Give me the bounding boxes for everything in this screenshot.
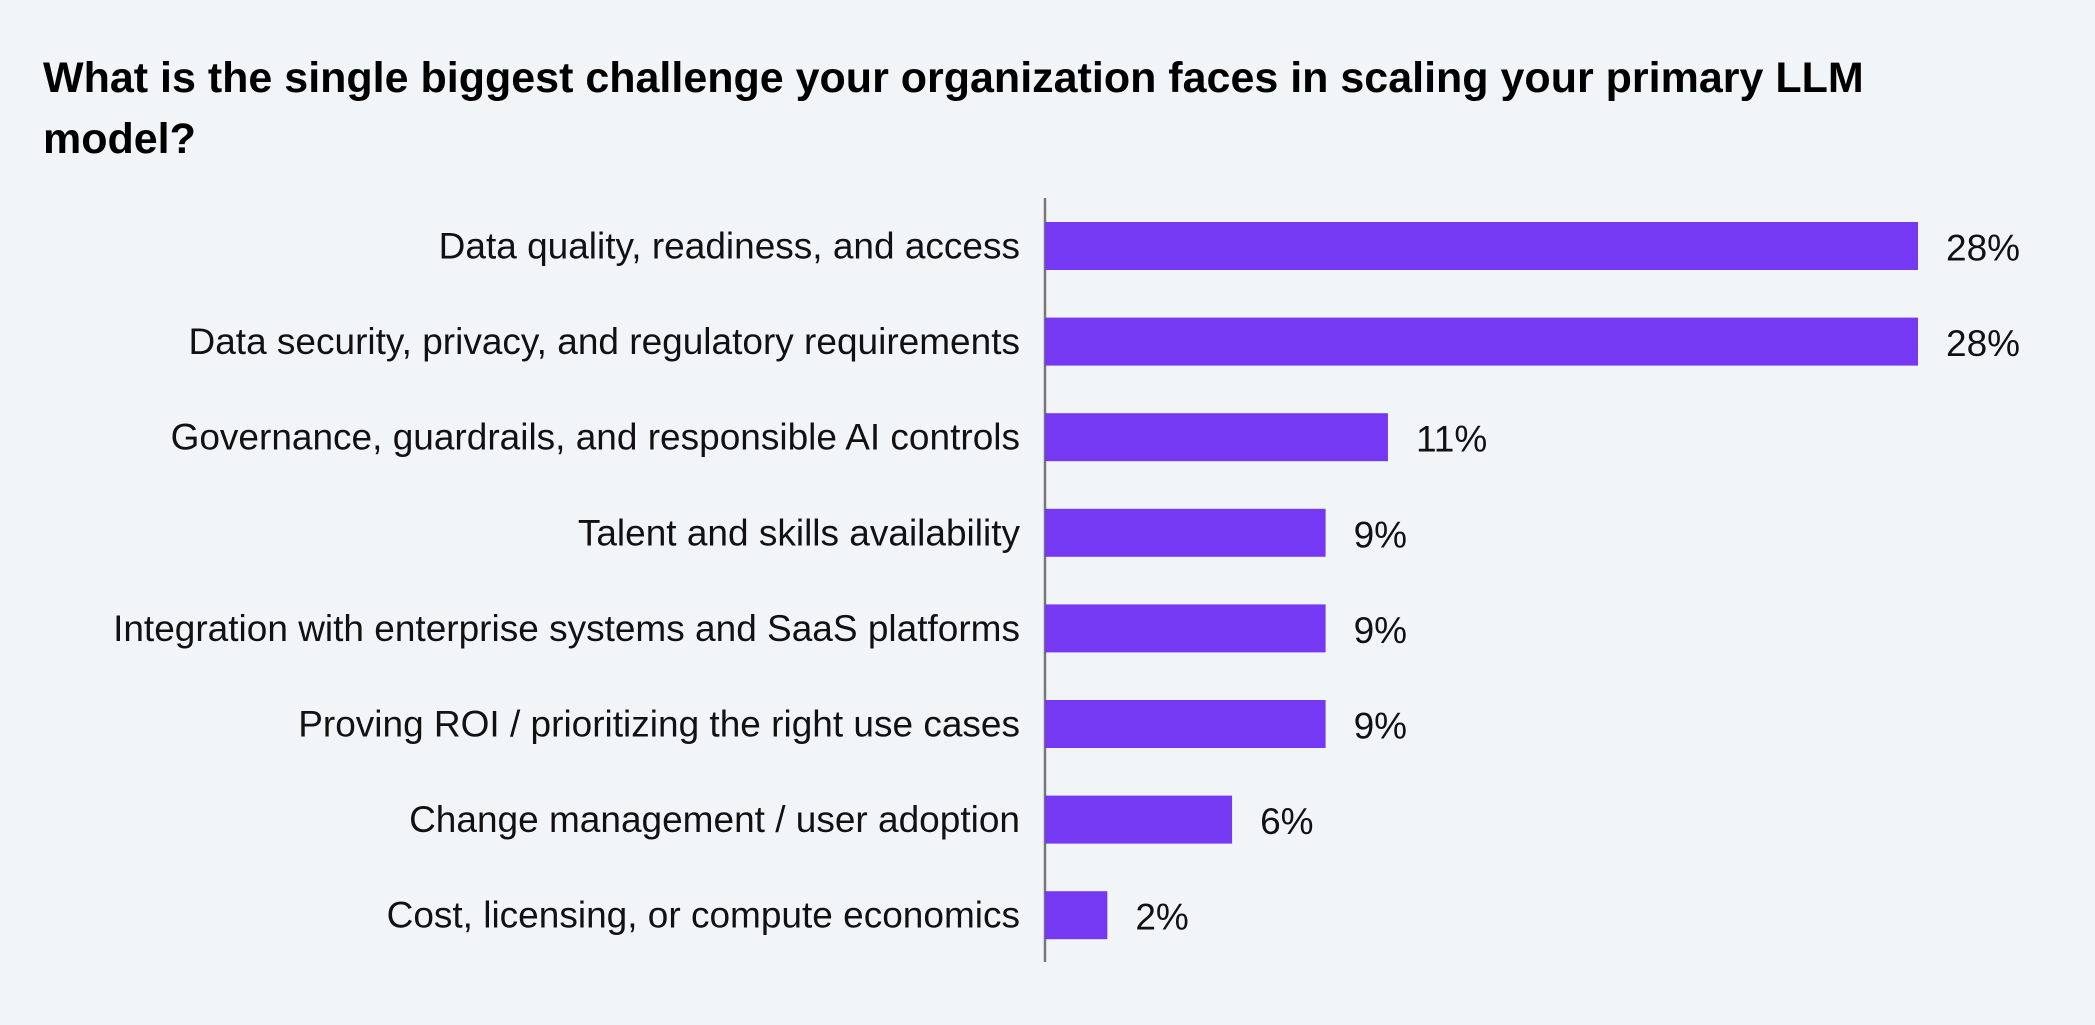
value-label: 28%: [1946, 228, 2020, 269]
bar: [1045, 508, 1326, 557]
category-label: Proving ROI / prioritizing the right use…: [298, 704, 1020, 745]
bar: [1045, 700, 1326, 748]
value-label: 2%: [1135, 897, 1188, 938]
category-label: Data quality, readiness, and access: [439, 226, 1020, 267]
bar: [1045, 891, 1108, 940]
category-label: Cost, licensing, or compute economics: [387, 895, 1020, 936]
bar: [1045, 413, 1388, 462]
bar: [1045, 604, 1326, 653]
bar: [1045, 317, 1918, 366]
bar: [1045, 795, 1233, 844]
value-label: 28%: [1946, 323, 2020, 364]
category-label: Talent and skills availability: [578, 512, 1021, 553]
category-label: Integration with enterprise systems and …: [113, 608, 1020, 649]
category-label: Data security, privacy, and regulatory r…: [189, 321, 1021, 362]
value-label: 9%: [1354, 514, 1407, 555]
category-label: Governance, guardrails, and responsible …: [171, 417, 1020, 458]
category-label: Change management / user adoption: [409, 799, 1020, 840]
value-label: 9%: [1354, 610, 1407, 651]
value-label: 11%: [1416, 419, 1487, 460]
chart-title: What is the single biggest challenge you…: [43, 54, 1864, 163]
bar: [1045, 222, 1918, 270]
bars-group: Data quality, readiness, and access 28% Da…: [113, 222, 2020, 940]
value-label: 9%: [1354, 706, 1407, 747]
value-label: 6%: [1260, 801, 1313, 842]
